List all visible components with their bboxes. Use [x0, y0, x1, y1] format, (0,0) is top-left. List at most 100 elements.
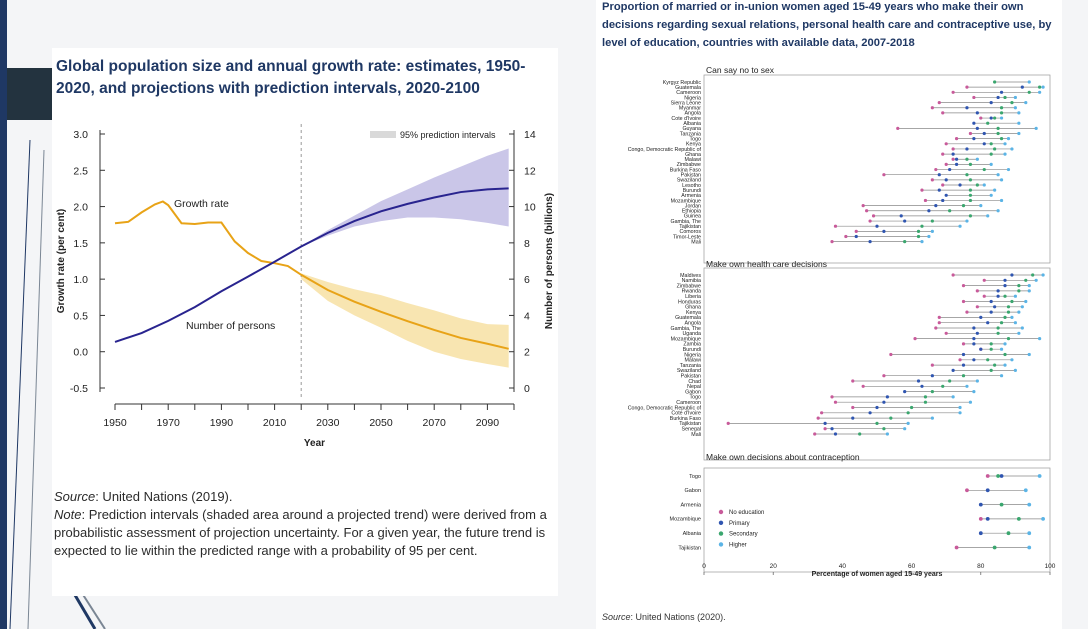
- data-dot: [954, 545, 959, 550]
- data-dot: [975, 157, 979, 161]
- right-axis-title: Number of persons (billions): [544, 193, 555, 329]
- data-dot: [996, 173, 1000, 177]
- left-axis-tick-label: 0.5: [73, 310, 88, 322]
- panel-frame: [703, 267, 1051, 461]
- country-label: Pakistan: [681, 374, 701, 380]
- data-dot: [958, 411, 962, 415]
- data-dot: [1010, 101, 1014, 105]
- data-dot: [930, 416, 934, 420]
- data-dot: [954, 137, 959, 141]
- data-dot: [999, 198, 1004, 203]
- data-dot: [903, 390, 907, 394]
- data-dot: [899, 214, 903, 218]
- left-axis-tick-label: 2.0: [73, 202, 88, 214]
- data-dot: [1034, 126, 1038, 130]
- data-dot: [923, 198, 928, 203]
- series-line-growth-rate: [114, 200, 509, 350]
- data-dot: [927, 234, 931, 239]
- data-dot: [927, 209, 931, 213]
- data-dot: [1037, 474, 1042, 478]
- data-dot: [989, 368, 993, 372]
- data-dot: [934, 204, 938, 208]
- country-label: Armenia: [681, 502, 702, 508]
- data-dot: [982, 278, 986, 282]
- data-dot: [1003, 363, 1007, 367]
- left-axis-tick-label: 1.5: [73, 238, 88, 250]
- data-dot: [937, 188, 941, 192]
- data-dot: [1006, 167, 1011, 172]
- data-dot: [851, 405, 855, 410]
- data-dot: [965, 147, 969, 151]
- data-dot: [951, 368, 955, 372]
- country-label: Mali: [691, 239, 701, 245]
- data-dot: [986, 358, 990, 362]
- right-axis-tick-label: 8: [524, 238, 530, 250]
- data-dot: [975, 331, 979, 335]
- data-dot: [920, 384, 924, 388]
- country-label: Pakistan: [681, 173, 701, 179]
- data-dot: [816, 416, 820, 420]
- country-label: Tajikistan: [679, 224, 701, 230]
- right-axis-tick-label: 12: [524, 165, 536, 177]
- data-dot: [1027, 80, 1031, 84]
- data-dot: [989, 116, 993, 120]
- data-dot: [989, 347, 993, 351]
- data-dot: [920, 224, 924, 228]
- country-label: Togo: [690, 136, 702, 142]
- data-dot: [978, 502, 983, 507]
- data-dot: [851, 379, 855, 383]
- data-dot: [937, 321, 941, 325]
- data-dot: [833, 432, 838, 436]
- data-dot: [979, 315, 983, 319]
- data-dot: [1006, 305, 1011, 309]
- data-dot: [903, 219, 907, 223]
- legend-label: Secondary: [729, 532, 758, 538]
- data-dot: [979, 204, 983, 208]
- data-dot: [961, 352, 966, 357]
- country-label: Swaziland: [677, 178, 701, 184]
- data-dot: [958, 183, 962, 187]
- country-label: Comoros: [680, 229, 702, 235]
- data-dot: [999, 90, 1004, 94]
- data-dot: [958, 224, 962, 228]
- country-label: Honduras: [678, 299, 701, 305]
- annotation-number-of-persons: Number of persons: [186, 320, 275, 332]
- country-label: Armenia: [681, 193, 701, 199]
- data-dot: [989, 193, 993, 197]
- data-dot: [1003, 142, 1007, 146]
- data-dot: [965, 384, 969, 388]
- country-label: Gabon: [684, 488, 701, 494]
- data-dot: [1006, 337, 1011, 341]
- data-dot: [1013, 294, 1017, 298]
- legend-dot: [718, 542, 724, 547]
- data-dot: [965, 488, 969, 493]
- panel-title: Make own decisions about contraception: [706, 452, 860, 462]
- data-dot: [1038, 337, 1042, 341]
- data-dot: [885, 432, 889, 436]
- note-label: Note: [54, 507, 82, 522]
- country-label: Nigeria: [684, 352, 701, 358]
- data-dot: [916, 229, 921, 233]
- country-label: Lesotho: [682, 183, 701, 189]
- data-dot: [968, 214, 973, 218]
- country-label: Burkina Faso: [670, 167, 701, 173]
- data-dot: [999, 502, 1004, 507]
- data-dot: [989, 342, 993, 346]
- data-dot: [944, 142, 948, 146]
- country-label: Tajikistan: [679, 421, 701, 427]
- data-dot: [975, 126, 979, 130]
- data-dot: [1038, 85, 1042, 89]
- data-dot: [968, 193, 973, 197]
- data-dot: [916, 234, 921, 239]
- data-dot: [993, 116, 997, 120]
- data-dot: [896, 126, 900, 130]
- country-label: Albania: [683, 531, 702, 537]
- data-dot: [1003, 278, 1007, 282]
- country-label: Burundi: [683, 188, 701, 194]
- data-dot: [972, 390, 976, 394]
- right-chart-title: Proportion of married or in-union women …: [602, 1, 1052, 49]
- data-dot: [982, 131, 986, 136]
- country-label: Togo: [690, 395, 702, 401]
- data-dot: [871, 214, 876, 218]
- data-dot: [930, 106, 934, 110]
